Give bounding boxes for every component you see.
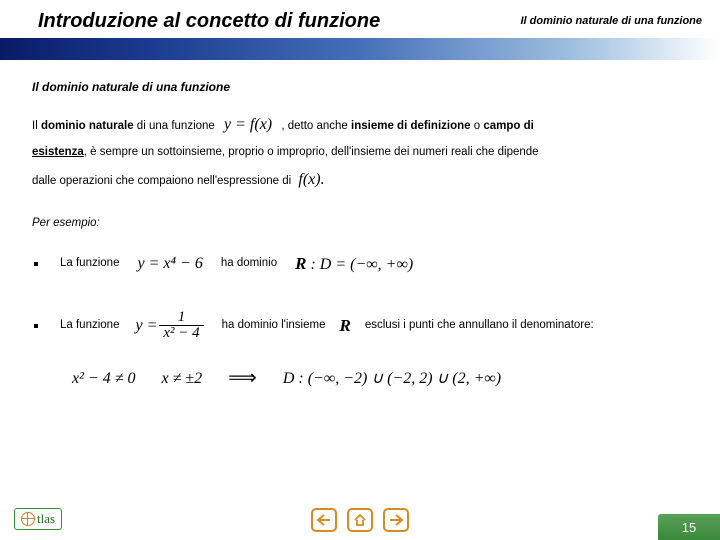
text: esclusi i punti che annullano il denomin…: [365, 315, 594, 336]
paragraph-2: esistenza, è sempre un sottoinsieme, pro…: [32, 142, 688, 163]
bullet-icon: [34, 262, 38, 266]
example-1: La funzione y = x⁴ − 6 ha dominio R R : …: [32, 248, 688, 280]
denominator: x² − 4: [159, 325, 203, 342]
prev-button[interactable]: [311, 508, 337, 532]
slide-header: Introduzione al concetto di funzione Il …: [0, 0, 720, 58]
numerator: 1: [174, 310, 190, 326]
text: La funzione: [60, 315, 119, 336]
text: La funzione: [60, 253, 119, 274]
term-esistenza: esistenza: [32, 146, 84, 158]
domain-ex1: R R : D = (−∞, +∞): D = (−∞, +∞): [295, 248, 413, 280]
fraction: 1 x² − 4: [159, 310, 203, 343]
header-band: [0, 38, 720, 60]
text: , è sempre un sottoinsieme, proprio o im…: [84, 146, 539, 158]
text: ha dominio: [221, 253, 277, 274]
next-button[interactable]: [383, 508, 409, 532]
logo-text: tlas: [37, 511, 55, 527]
text: dalle operazioni che compaiono nell'espr…: [32, 175, 294, 187]
paragraph-1: Il dominio naturale di una funzione y = …: [32, 110, 688, 140]
term-dominio: dominio naturale: [41, 120, 134, 132]
main-title: Introduzione al concetto di funzione: [38, 10, 380, 33]
text: di una funzione: [134, 120, 218, 132]
text: Il: [32, 120, 41, 132]
page-number: 15: [658, 514, 720, 540]
derivation-row: x² − 4 ≠ 0 x ≠ ±2 ⟹ D : (−∞, −2) ∪ (−2, …: [72, 360, 688, 397]
term-campo: campo di: [483, 120, 533, 132]
equation-fx: y = f(x): [224, 116, 272, 133]
text: , detto anche: [281, 120, 351, 132]
nav-buttons: [311, 508, 409, 532]
example-label: Per esempio:: [32, 213, 688, 234]
atlas-logo: tlas: [14, 508, 62, 530]
section-title: Il dominio naturale di una funzione: [32, 76, 688, 98]
home-button[interactable]: [347, 508, 373, 532]
bullet-icon: [34, 324, 38, 328]
subtitle: Il dominio naturale di una funzione: [521, 15, 703, 27]
term-insieme: insieme di definizione: [351, 120, 471, 132]
text: ha dominio l'insieme: [222, 315, 326, 336]
step-1: x² − 4 ≠ 0: [72, 364, 135, 394]
text: o: [471, 120, 484, 132]
lhs: y =: [135, 311, 157, 341]
step-2: x ≠ ±2: [161, 364, 202, 394]
content-area: Il dominio naturale di una funzione Il d…: [0, 58, 720, 397]
step-3: D : (−∞, −2) ∪ (−2, 2) ∪ (2, +∞): [283, 364, 501, 394]
implies-icon: ⟹: [228, 360, 257, 397]
slide-footer: tlas 15: [0, 498, 720, 540]
set-R: R: [340, 310, 351, 341]
equation-ex1: y = x⁴ − 6: [137, 249, 202, 279]
paragraph-3: dalle operazioni che compaiono nell'espr…: [32, 165, 688, 195]
equation-fx2: f(x).: [298, 171, 324, 188]
equation-ex2: y = 1 x² − 4: [135, 310, 205, 343]
example-2: La funzione y = 1 x² − 4 ha dominio l'in…: [32, 310, 688, 343]
globe-icon: [21, 512, 35, 526]
